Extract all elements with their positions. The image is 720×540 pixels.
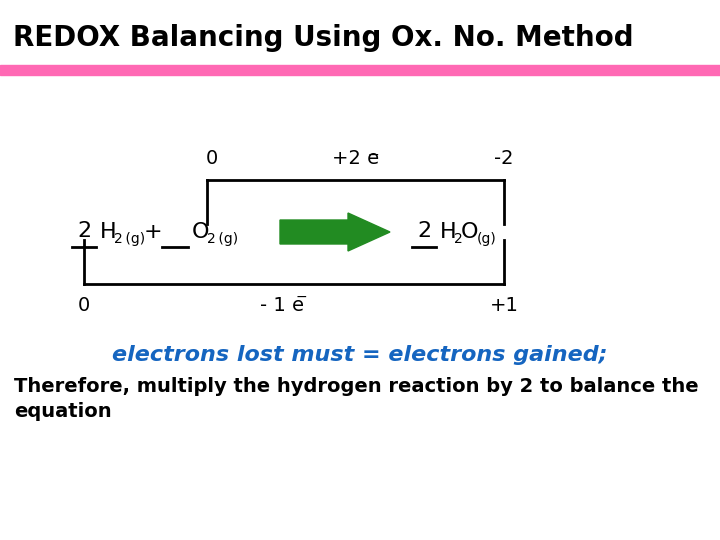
Text: 2: 2 — [114, 232, 122, 246]
Text: Therefore, multiply the hydrogen reaction by 2 to balance the: Therefore, multiply the hydrogen reactio… — [14, 377, 698, 396]
Text: (g): (g) — [214, 232, 238, 246]
Text: 2: 2 — [207, 232, 216, 246]
Text: O: O — [192, 222, 210, 242]
Text: 0: 0 — [78, 296, 90, 315]
Text: +2 e: +2 e — [332, 149, 379, 168]
Text: O: O — [461, 222, 479, 242]
Text: - 1 e: - 1 e — [261, 296, 305, 315]
Text: +: + — [144, 222, 162, 242]
Text: REDOX Balancing Using Ox. No. Method: REDOX Balancing Using Ox. No. Method — [13, 24, 634, 52]
Text: 2: 2 — [454, 232, 463, 246]
Text: 2: 2 — [77, 221, 91, 241]
Text: equation: equation — [14, 402, 112, 421]
Text: H: H — [100, 222, 117, 242]
Text: 0: 0 — [206, 149, 218, 168]
Text: electrons lost must = electrons gained;: electrons lost must = electrons gained; — [112, 345, 608, 365]
Text: -2: -2 — [494, 149, 514, 168]
Text: 2: 2 — [417, 221, 431, 241]
Text: H: H — [440, 222, 456, 242]
Text: (g): (g) — [121, 232, 145, 246]
Text: (g): (g) — [477, 232, 497, 246]
Text: −: − — [368, 148, 379, 162]
Text: +1: +1 — [490, 296, 518, 315]
FancyArrow shape — [280, 213, 390, 251]
Text: −: − — [295, 290, 307, 304]
